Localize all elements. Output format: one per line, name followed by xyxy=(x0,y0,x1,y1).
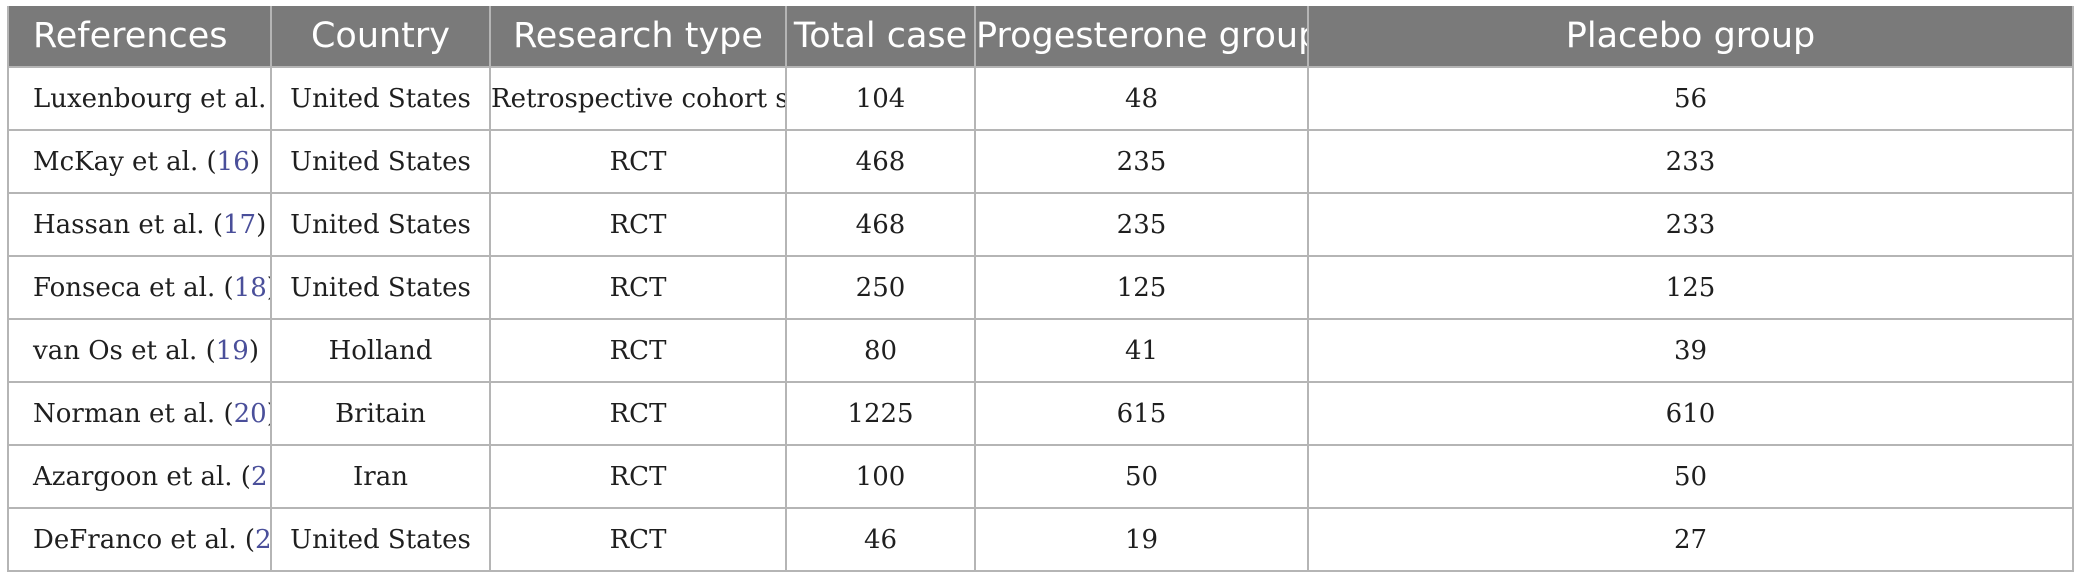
total-case-cell: 1225 xyxy=(785,381,976,446)
citation-link[interactable]: 18 xyxy=(233,272,267,303)
table-row: DeFranco et al. (22) United States RCT 4… xyxy=(7,507,2074,572)
placebo-group-cell: 50 xyxy=(1307,444,2074,509)
reference-cell: McKay et al. (16) xyxy=(7,129,272,194)
total-case-cell: 250 xyxy=(785,255,976,320)
reference-cell: Fonseca et al. (18) xyxy=(7,255,272,320)
placebo-group-cell: 125 xyxy=(1307,255,2074,320)
research-type-cell: RCT xyxy=(489,192,787,257)
table-row: Luxenbourg et al. (15) United States Ret… xyxy=(7,66,2074,131)
research-type-cell: RCT xyxy=(489,129,787,194)
author-name: Azargoon et al. xyxy=(33,461,233,492)
placebo-group-cell: 610 xyxy=(1307,381,2074,446)
country-cell: United States xyxy=(270,192,491,257)
total-case-cell: 468 xyxy=(785,192,976,257)
progesterone-group-cell: 235 xyxy=(974,192,1309,257)
progesterone-group-cell: 48 xyxy=(974,66,1309,131)
author-name: Norman et al. xyxy=(33,398,216,429)
country-cell: United States xyxy=(270,255,491,320)
reference-cell: van Os et al. (19) xyxy=(7,318,272,383)
author-name: Luxenbourg et al. xyxy=(33,83,267,114)
country-cell: United States xyxy=(270,507,491,572)
citation-link[interactable]: 20 xyxy=(233,398,267,429)
research-type-cell: RCT xyxy=(489,444,787,509)
total-case-cell: 100 xyxy=(785,444,976,509)
total-case-cell: 80 xyxy=(785,318,976,383)
citation-link[interactable]: 22 xyxy=(255,524,271,555)
table-header-row: References Country Research type Total c… xyxy=(7,6,2074,67)
header-total-case: Total case xyxy=(785,6,976,67)
studies-table: References Country Research type Total c… xyxy=(7,6,2074,572)
header-progesterone-group: Progesterone group xyxy=(974,6,1309,67)
author-name: McKay et al. xyxy=(33,146,199,177)
header-research-type: Research type xyxy=(489,6,787,67)
research-type-cell: RCT xyxy=(489,381,787,446)
progesterone-group-cell: 50 xyxy=(974,444,1309,509)
header-country: Country xyxy=(270,6,491,67)
table-row: Norman et al. (20) Britain RCT 1225 615 … xyxy=(7,381,2074,446)
reference-cell: DeFranco et al. (22) xyxy=(7,507,272,572)
table-row: McKay et al. (16) United States RCT 468 … xyxy=(7,129,2074,194)
reference-cell: Norman et al. (20) xyxy=(7,381,272,446)
progesterone-group-cell: 125 xyxy=(974,255,1309,320)
country-cell: United States xyxy=(270,129,491,194)
country-cell: Iran xyxy=(270,444,491,509)
research-type-cell: RCT xyxy=(489,318,787,383)
reference-cell: Azargoon et al. (21) xyxy=(7,444,272,509)
research-type-cell: RCT xyxy=(489,255,787,320)
table-row: Azargoon et al. (21) Iran RCT 100 50 50 xyxy=(7,444,2074,509)
citation-link[interactable]: 17 xyxy=(222,209,257,240)
progesterone-group-cell: 41 xyxy=(974,318,1309,383)
reference-cell: Luxenbourg et al. (15) xyxy=(7,66,272,131)
author-name: Hassan et al. xyxy=(33,209,205,240)
reference-cell: Hassan et al. (17) xyxy=(7,192,272,257)
country-cell: United States xyxy=(270,66,491,131)
author-name: DeFranco et al. xyxy=(33,524,237,555)
table-row: van Os et al. (19) Holland RCT 80 41 39 xyxy=(7,318,2074,383)
research-type-cell: Retrospective cohort study xyxy=(489,66,787,131)
placebo-group-cell: 233 xyxy=(1307,129,2074,194)
country-cell: Britain xyxy=(270,381,491,446)
header-placebo-group: Placebo group xyxy=(1307,6,2074,67)
progesterone-group-cell: 19 xyxy=(974,507,1309,572)
research-type-cell: RCT xyxy=(489,507,787,572)
studies-table-container: References Country Research type Total c… xyxy=(7,6,2074,572)
author-name: Fonseca et al. xyxy=(33,272,216,303)
placebo-group-cell: 39 xyxy=(1307,318,2074,383)
table-body: Luxenbourg et al. (15) United States Ret… xyxy=(7,66,2074,572)
placebo-group-cell: 233 xyxy=(1307,192,2074,257)
placebo-group-cell: 56 xyxy=(1307,66,2074,131)
author-name: van Os et al. xyxy=(33,335,198,366)
progesterone-group-cell: 235 xyxy=(974,129,1309,194)
progesterone-group-cell: 615 xyxy=(974,381,1309,446)
total-case-cell: 468 xyxy=(785,129,976,194)
total-case-cell: 104 xyxy=(785,66,976,131)
citation-link[interactable]: 16 xyxy=(216,146,250,177)
citation-link[interactable]: 21 xyxy=(250,461,269,492)
header-references: References xyxy=(7,6,272,67)
table-row: Hassan et al. (17) United States RCT 468… xyxy=(7,192,2074,257)
total-case-cell: 46 xyxy=(785,507,976,572)
citation-link[interactable]: 19 xyxy=(215,335,249,366)
table-row: Fonseca et al. (18) United States RCT 25… xyxy=(7,255,2074,320)
country-cell: Holland xyxy=(270,318,491,383)
placebo-group-cell: 27 xyxy=(1307,507,2074,572)
